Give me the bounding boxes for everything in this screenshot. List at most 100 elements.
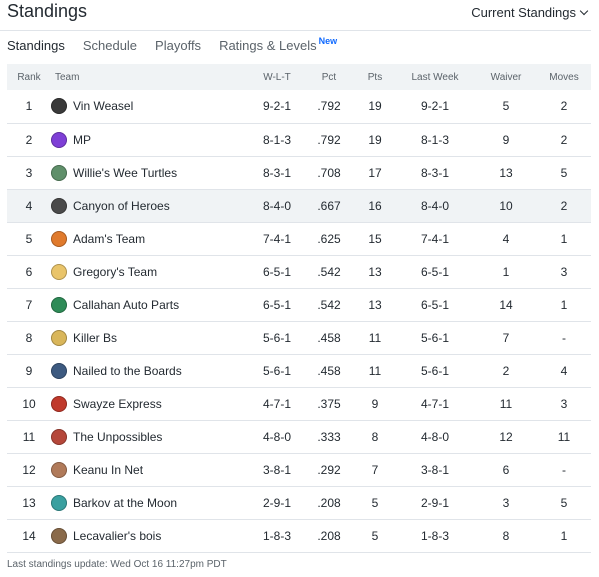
team-name: Gregory's Team: [73, 264, 158, 279]
waiver-cell: 10: [499, 198, 513, 213]
team-link[interactable]: MP: [51, 131, 251, 148]
wlt-cell: 4-7-1: [262, 396, 291, 411]
header-divider: [0, 30, 591, 31]
pct-cell: .667: [317, 198, 341, 213]
team-link[interactable]: Lecavalier's bois: [51, 527, 251, 544]
wlt-cell: 9-2-1: [262, 99, 291, 114]
moves-cell: 1: [560, 231, 568, 246]
wlt-cell: 5-6-1: [262, 330, 291, 345]
moves-cell: 3: [560, 396, 568, 411]
rank-cell: 9: [25, 363, 33, 378]
team-link[interactable]: Canyon of Heroes: [51, 197, 251, 214]
team-link[interactable]: Willie's Wee Turtles: [51, 164, 251, 181]
tab-schedule-label: Schedule: [82, 38, 138, 53]
pct-cell: .542: [317, 297, 341, 312]
rank-cell: 12: [22, 462, 36, 477]
tab-standings-label: Standings: [7, 38, 65, 53]
pts-cell: 13: [368, 264, 382, 279]
wlt-cell: 1-8-3: [262, 528, 291, 543]
tab-ratings-label: Ratings & Levels: [219, 38, 317, 53]
col-wlt[interactable]: W-L-T: [263, 71, 291, 83]
waiver-cell: 2: [502, 363, 510, 378]
pts-cell: 19: [368, 132, 382, 147]
col-pts[interactable]: Pts: [367, 71, 383, 83]
waiver-cell: 9: [502, 132, 510, 147]
pct-cell: .708: [317, 165, 341, 180]
pct-cell: .792: [317, 99, 341, 114]
swayze-avatar-icon: [51, 395, 67, 412]
moves-cell: 2: [560, 198, 568, 213]
table-row: 4 Canyon of Heroes 8-4-0 .667 16 8-4-0 10 2: [7, 189, 591, 222]
pct-cell: .458: [317, 330, 341, 345]
team-name: Barkov at the Moon: [73, 495, 178, 510]
moves-cell: 2: [560, 99, 568, 114]
table-row: 8 Killer Bs 5-6-1 .458 11 5-6-1 7 -: [7, 321, 591, 354]
table-row: 6 Gregory's Team 6-5-1.542 13 6-5-1 1 3: [7, 255, 591, 288]
team-link[interactable]: Vin Weasel: [51, 98, 251, 115]
col-waiver[interactable]: Waiver: [490, 71, 522, 83]
pct-cell: .208: [317, 495, 341, 510]
wlt-cell: 4-8-0: [262, 429, 291, 444]
last-week-cell: 4-7-1: [420, 396, 449, 411]
rank-cell: 2: [25, 132, 33, 147]
mp-avatar-icon: [51, 131, 67, 148]
table-row: 14 Lecavalier's bois 1-8-3 .208 5 1-8-3 8 1: [7, 519, 591, 552]
last-week-cell: 2-9-1: [420, 495, 449, 510]
pct-cell: .333: [317, 429, 341, 444]
waiver-cell: 8: [502, 528, 510, 543]
standings-view-dropdown[interactable]: Current Standings: [471, 5, 589, 20]
team-link[interactable]: Adam's Team: [51, 230, 251, 247]
last-update-note: Last standings update: Wed Oct 16 11:27p…: [7, 559, 227, 570]
team-name: Canyon of Heroes: [73, 198, 170, 213]
team-link[interactable]: Killer Bs: [51, 329, 251, 346]
page-title: Standings: [7, 1, 88, 21]
moves-cell: -: [562, 462, 566, 477]
team-link[interactable]: Barkov at the Moon: [51, 494, 251, 511]
col-moves[interactable]: Moves: [549, 71, 579, 83]
pts-cell: 9: [371, 396, 379, 411]
wlt-cell: 8-3-1: [262, 165, 291, 180]
last-week-cell: 3-8-1: [420, 462, 449, 477]
wlt-cell: 6-5-1: [262, 297, 291, 312]
rank-cell: 14: [22, 528, 36, 543]
waiver-cell: 4: [502, 231, 510, 246]
pct-cell: .625: [317, 231, 341, 246]
team-link[interactable]: Callahan Auto Parts: [51, 296, 251, 313]
page-header: Standings Current Standings: [0, 0, 599, 30]
last-week-cell: 5-6-1: [420, 330, 449, 345]
rank-cell: 4: [25, 198, 33, 213]
table-row: 11 The Unpossibles 4-8-0 .333 8 4-8-0 12 11: [7, 420, 591, 453]
team-link[interactable]: Gregory's Team: [51, 263, 251, 280]
chevron-down-icon: [579, 6, 589, 16]
col-last-week[interactable]: Last Week: [411, 71, 459, 83]
turtles-avatar-icon: [51, 164, 67, 181]
pts-cell: 5: [371, 528, 379, 543]
rank-cell: 11: [22, 429, 36, 444]
last-week-cell: 5-6-1: [420, 363, 449, 378]
col-team[interactable]: Team: [55, 71, 80, 83]
standings-view-label: Current Standings: [471, 5, 576, 20]
moves-cell: 2: [560, 132, 568, 147]
team-link[interactable]: Swayze Express: [51, 395, 251, 412]
pts-cell: 16: [368, 198, 382, 213]
col-pct[interactable]: Pct: [321, 71, 337, 83]
lecavalier-avatar-icon: [51, 527, 67, 544]
team-link[interactable]: The Unpossibles: [51, 428, 251, 445]
tab-ratings-levels[interactable]: Ratings & Levels New: [219, 36, 337, 56]
wlt-cell: 5-6-1: [262, 363, 291, 378]
team-link[interactable]: Nailed to the Boards: [51, 362, 251, 379]
moves-cell: 11: [557, 429, 571, 444]
team-link[interactable]: Keanu In Net: [51, 461, 251, 478]
waiver-cell: 14: [499, 297, 513, 312]
pct-cell: .458: [317, 363, 341, 378]
pct-cell: .792: [317, 132, 341, 147]
tab-playoffs[interactable]: Playoffs: [155, 38, 201, 56]
table-row: 5 Adam's Team 7-4-1 .625 15 7-4-1 4 1: [7, 222, 591, 255]
col-rank[interactable]: Rank: [17, 71, 41, 83]
tab-schedule[interactable]: Schedule: [83, 38, 137, 56]
rank-cell: 5: [25, 231, 33, 246]
team-name: Lecavalier's bois: [73, 528, 162, 543]
team-name: Willie's Wee Turtles: [73, 165, 178, 180]
team-name: MP: [73, 132, 91, 147]
tab-standings[interactable]: Standings: [7, 38, 65, 56]
